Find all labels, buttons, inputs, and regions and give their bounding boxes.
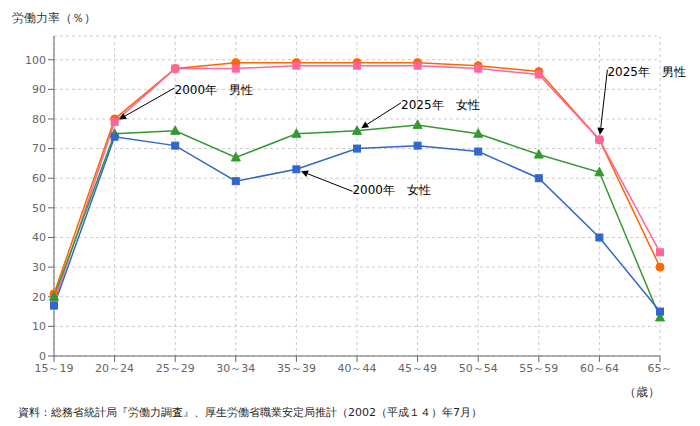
- html-text:労働力率（％）: 労働力率（％）: [12, 11, 96, 25]
- svg-text:20: 20: [32, 291, 46, 304]
- svg-text:90: 90: [32, 83, 46, 96]
- svg-text:15～19: 15～19: [35, 362, 74, 375]
- svg-text:2000年 男性: 2000年 男性: [175, 83, 254, 97]
- svg-text:45～49: 45～49: [398, 362, 437, 375]
- svg-text:35～39: 35～39: [277, 362, 316, 375]
- svg-text:40～44: 40～44: [338, 362, 377, 375]
- svg-text:60～64: 60～64: [580, 362, 619, 375]
- svg-text:40: 40: [32, 231, 46, 244]
- svg-text:50: 50: [32, 202, 46, 215]
- svg-text:100: 100: [25, 54, 46, 67]
- svg-text:30～34: 30～34: [216, 362, 255, 375]
- svg-text:2025年 女性: 2025年 女性: [401, 98, 480, 112]
- html-text:資料：総務省統計局『労働力調査』、厚生労働省職業安定局推計（: 資料：総務省統計局『労働力調査』、厚生労働省職業安定局推計（2002（平成１４）…: [18, 406, 482, 419]
- svg-text:50～54: 50～54: [459, 362, 498, 375]
- svg-text:25～29: 25～29: [156, 362, 195, 375]
- svg-text:20～24: 20～24: [95, 362, 134, 375]
- svg-text:55～59: 55～59: [519, 362, 558, 375]
- svg-text:60: 60: [32, 172, 46, 185]
- svg-text:80: 80: [32, 113, 46, 126]
- svg-text:0: 0: [39, 350, 46, 363]
- svg-text:70: 70: [32, 142, 46, 155]
- svg-text:2000年 女性: 2000年 女性: [352, 183, 431, 197]
- svg-text:10: 10: [32, 320, 46, 333]
- svg-text:2025年 男性: 2025年 男性: [607, 65, 686, 79]
- svg-text:65～: 65～: [648, 362, 673, 375]
- svg-text:30: 30: [32, 261, 46, 274]
- html-text:（歳）: （歳）: [624, 385, 660, 399]
